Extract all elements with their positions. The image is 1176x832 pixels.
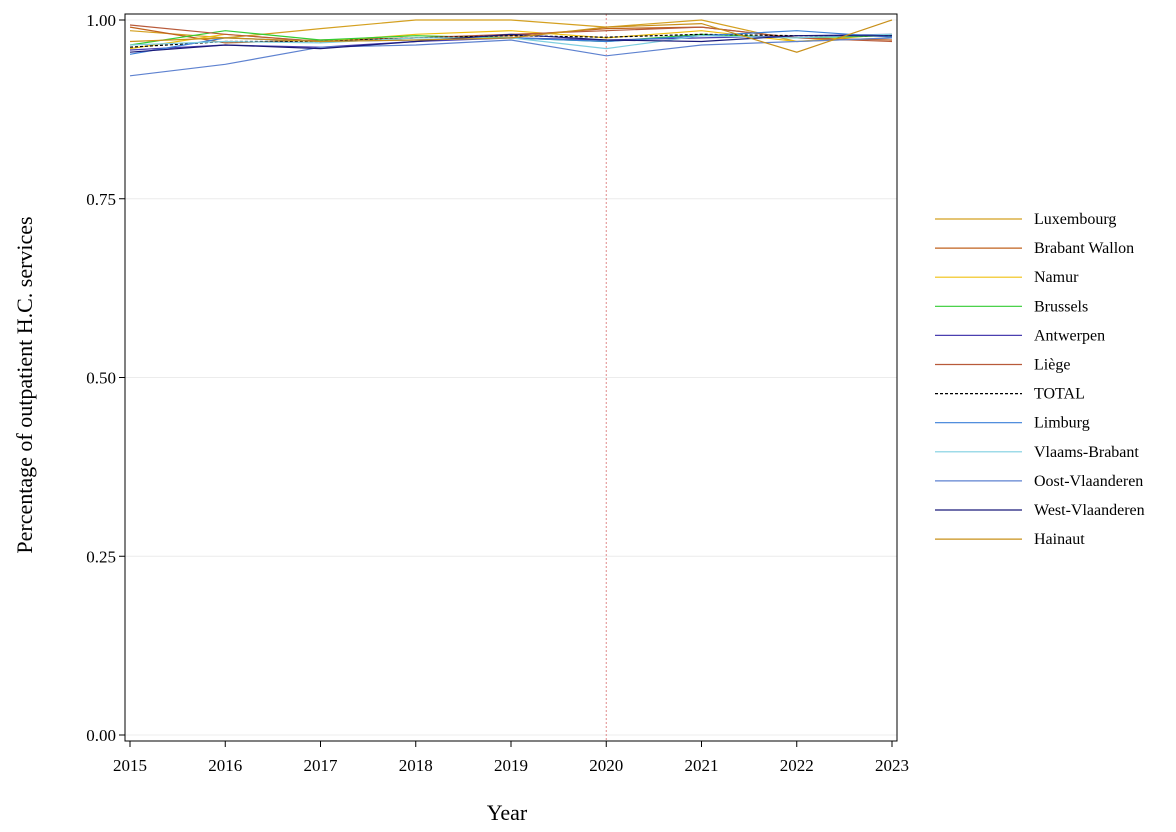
legend-label: Namur	[1034, 269, 1079, 286]
x-tick-label: 2019	[494, 756, 528, 775]
legend-label: Brabant Wallon	[1034, 240, 1134, 257]
legend-label: Vlaams-Brabant	[1034, 444, 1139, 461]
legend-label: TOTAL	[1034, 386, 1085, 403]
x-tick-label: 2023	[875, 756, 909, 775]
x-tick-label: 2015	[113, 756, 147, 775]
series-line-hainaut	[129, 19, 893, 53]
legend-label: Liège	[1034, 357, 1070, 374]
x-tick-label: 2021	[685, 756, 719, 775]
series-lines	[129, 19, 893, 77]
legend-label: Oost-Vlaanderen	[1034, 473, 1143, 490]
x-axis-title: Year	[487, 800, 528, 825]
x-axis: 2015 2016 2017 2018 2019 2020 2021 2022 2023	[113, 741, 909, 775]
y-tick-label: 1.00	[86, 11, 116, 30]
y-tick-label: 0.75	[86, 190, 116, 209]
series-line-oost-vlaanderen	[129, 37, 893, 77]
x-tick-label: 2016	[208, 756, 242, 775]
legend-label: Antwerpen	[1034, 327, 1105, 344]
legend: Luxembourg Brabant Wallon Namur Brussels Ant…	[935, 211, 1145, 548]
x-tick-label: 2020	[589, 756, 623, 775]
legend-label: Limburg	[1034, 415, 1090, 432]
legend-label: Brussels	[1034, 298, 1088, 315]
y-axis: 0.00 0.25 0.50 0.75 1.00	[86, 11, 125, 745]
y-axis-title: Percentage of outpatient H.C. services	[12, 216, 37, 553]
legend-label: Luxembourg	[1034, 211, 1116, 228]
y-tick-label: 0.50	[86, 369, 116, 388]
series-line-west-vlaanderen	[129, 33, 892, 53]
legend-label: West-Vlaanderen	[1034, 502, 1145, 519]
y-tick-label: 0.25	[86, 547, 116, 566]
legend-label: Hainaut	[1034, 531, 1085, 548]
x-tick-label: 2017	[304, 756, 339, 775]
x-tick-label: 2022	[780, 756, 814, 775]
x-tick-label: 2018	[399, 756, 433, 775]
grid-lines	[125, 19, 897, 736]
y-tick-label: 0.00	[86, 726, 116, 745]
